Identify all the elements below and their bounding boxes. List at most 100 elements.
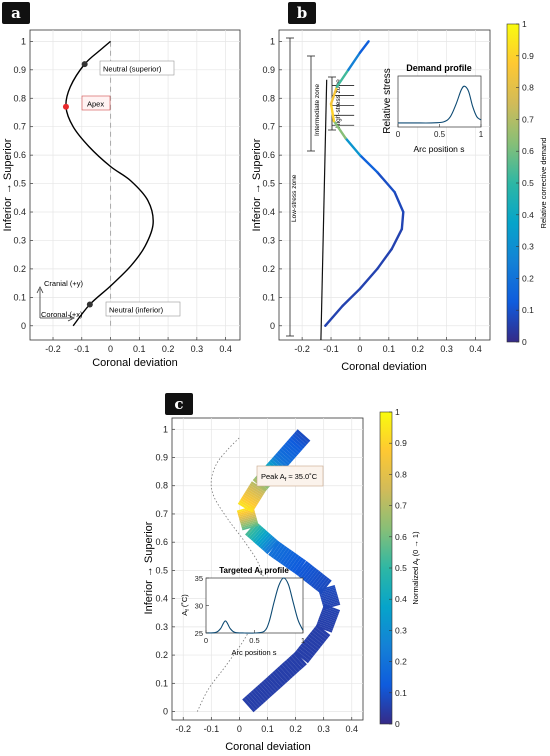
af-band-segment: [302, 640, 318, 654]
demand-curve-segment: [329, 85, 339, 106]
x-tick-label: 0: [237, 724, 242, 734]
panel-b-inset-box: [397, 75, 482, 128]
colorbar-tick-label: 0.4: [522, 210, 534, 220]
panel-c-colorbar: 0 0.1 0.2 0.3 0.4 0.5 0.6 0.7 0.8 0.9 1 Normalized…: [379, 407, 422, 729]
y-tick-label: 0.1: [155, 678, 168, 688]
panel-c-ylabel: Inferior → Superior: [143, 521, 155, 614]
y-tick-label: 0.3: [262, 235, 275, 245]
panel-b-badge-bg: [288, 2, 316, 24]
af-band-segment: [241, 496, 257, 508]
panel-a: -0.2 -0.1 0 0.1 0.2 0.3 0.4 0 0.1 0.2 0.3 0.4 0.5 0.6…: [2, 2, 241, 369]
af-band-segment: [278, 448, 294, 462]
af-band-segment: [271, 456, 287, 471]
demand-curve-segment: [347, 51, 362, 72]
panel-a-xlabel: Coronal deviation: [92, 357, 178, 369]
y-tick-label: 0.6: [13, 150, 26, 160]
af-band-segment: [314, 575, 328, 591]
y-tick-label: 0.8: [155, 481, 168, 491]
panel-b-colorbar-label: Relative corrective demand: [539, 138, 548, 229]
y-tick-label: 0.6: [155, 537, 168, 547]
af-band-segment: [242, 697, 256, 713]
panel-a-ylabel: Inferior → Superior: [2, 138, 14, 231]
colorbar-tick-label: 0: [522, 337, 527, 347]
af-band-segment: [275, 452, 290, 466]
af-band-segment: [248, 485, 264, 496]
neutral-superior-label-box: Neutral (superior): [99, 60, 175, 76]
af-band-segment: [246, 693, 260, 709]
y-tick-label: 0.2: [155, 650, 168, 660]
peak-af-label: Peak Af ≈ 35.0˚C: [261, 472, 318, 483]
panel-a-badge-label: a: [11, 4, 21, 22]
x-tick-label: -0.2: [45, 344, 61, 354]
demand-curve-segment: [329, 102, 336, 123]
x-tick-label: 0.2: [162, 344, 175, 354]
colorbar-tick-label: 0.8: [522, 83, 534, 93]
demand-curve-segment: [400, 210, 405, 231]
demand-curve-segment: [332, 119, 347, 140]
af-band-segment: [311, 629, 327, 643]
af-band-segment: [250, 690, 265, 705]
y-tick-label: 0.6: [262, 150, 275, 160]
af-band-segment: [258, 533, 272, 548]
af-band-segment: [290, 653, 305, 669]
af-band-segment: [316, 622, 334, 631]
y-tick-label: 0.4: [13, 207, 26, 217]
af-band-segment: [265, 539, 279, 555]
inset-x-tick-label: 1: [301, 636, 305, 645]
x-tick-label: -0.2: [175, 724, 191, 734]
y-tick-label: 0.8: [262, 93, 275, 103]
af-band-segment: [321, 609, 338, 618]
y-tick-label: 0.3: [13, 235, 26, 245]
inset-x-tick-label: 0.5: [434, 130, 446, 139]
y-tick-label: 0.9: [262, 65, 275, 75]
x-tick-label: 0.4: [469, 344, 482, 354]
x-tick-label: 0.4: [219, 344, 232, 354]
af-band-segment: [313, 626, 329, 640]
panel-a-badge-bg: [2, 2, 30, 24]
neutral-inferior-label-box: Neutral (inferior): [105, 301, 181, 317]
af-band-segment: [261, 536, 275, 551]
af-band-segment: [244, 695, 258, 711]
af-band-segment: [319, 613, 337, 622]
af-band-segment: [277, 450, 292, 464]
af-band-segment: [317, 577, 330, 593]
colorbar-tick-label: 0.3: [395, 625, 407, 635]
panel-b-inset-ylabel: Relative stress: [382, 68, 393, 134]
inset-x-tick-label: 0: [204, 636, 208, 645]
inset-y-tick-label: 35: [195, 574, 203, 583]
x-tick-label: 0.1: [133, 344, 146, 354]
af-band-segment: [263, 538, 277, 553]
af-band-segment: [293, 431, 309, 445]
af-band-segment: [288, 437, 303, 452]
demand-curve-segment: [358, 40, 370, 54]
y-tick-label: 0.8: [13, 93, 26, 103]
panel-c-inset-ylabel: Af (˚C): [180, 594, 191, 616]
panel-b-inset-xlabel: Arc position s: [413, 144, 464, 154]
colorbar-tick-label: 0.4: [395, 594, 407, 604]
panel-c-colorbar-ticks: 0 0.1 0.2 0.3 0.4 0.5 0.6 0.7 0.8 0.9 1: [389, 407, 407, 729]
panel-b-badge: b: [288, 2, 316, 24]
af-band-segment: [322, 606, 340, 614]
af-band-segment: [247, 486, 263, 498]
x-tick-label: 0: [108, 344, 113, 354]
panel-c-badge-label: c: [174, 395, 183, 413]
af-band-segment: [246, 488, 262, 500]
af-band-segment: [283, 660, 298, 675]
y-tick-label: 0: [21, 321, 26, 331]
y-tick-label: 0.5: [155, 565, 168, 575]
af-band-segment: [317, 619, 335, 628]
colorbar-tick-label: 0.6: [395, 532, 407, 542]
af-band-segment: [254, 686, 269, 701]
af-band-segment: [252, 688, 267, 703]
y-tick-label: 0.1: [262, 292, 275, 302]
panel-b-colorbar-ticks: 0 0.1 0.2 0.3 0.4 0.5 0.6 0.7 0.8 0.9 1: [516, 19, 534, 347]
x-tick-label: 0.3: [440, 344, 453, 354]
af-band-segment: [281, 662, 296, 677]
x-tick-label: 0.4: [346, 724, 359, 734]
af-band-segment: [269, 672, 284, 688]
colorbar-tick-label: 0.2: [522, 273, 534, 283]
panel-b-demand-curve: [324, 40, 405, 327]
colorbar-tick-label: 1: [395, 407, 400, 417]
panel-c-inset-xlabel: Arc position s: [231, 648, 276, 657]
af-band-segment: [244, 490, 261, 502]
